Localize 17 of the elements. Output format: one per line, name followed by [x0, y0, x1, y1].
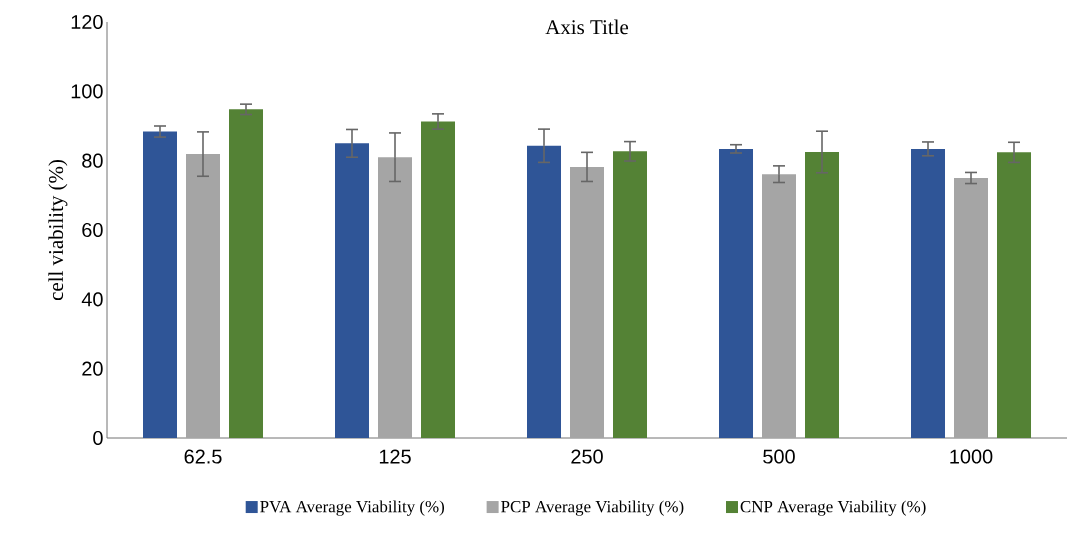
y-tick-label: 60 [82, 222, 103, 238]
legend-label: CNP Average Viability (%) [740, 500, 926, 516]
y-tick-label: 20 [82, 361, 103, 376]
y-tick-label: 40 [81, 292, 103, 307]
legend-label: PVA Average Viability (%) [260, 500, 445, 516]
y-tick-label: 120 [71, 14, 103, 30]
x-tick-label: 250 [571, 449, 603, 464]
x-tick-label: 125 [379, 449, 411, 464]
y-tick-label: 100 [71, 84, 103, 99]
x-tick-label: 1000 [950, 449, 993, 464]
chart-title: Axis Title [545, 19, 629, 35]
y-axis-title: cell viability (%) [48, 160, 68, 301]
x-tick-label: 500 [763, 449, 795, 464]
x-tick-label: 62.5 [184, 449, 222, 464]
legend-label: PCP Average Viability (%) [501, 500, 684, 516]
y-tick-label: 0 [93, 430, 103, 446]
y-tick-label: 80 [82, 153, 103, 168]
